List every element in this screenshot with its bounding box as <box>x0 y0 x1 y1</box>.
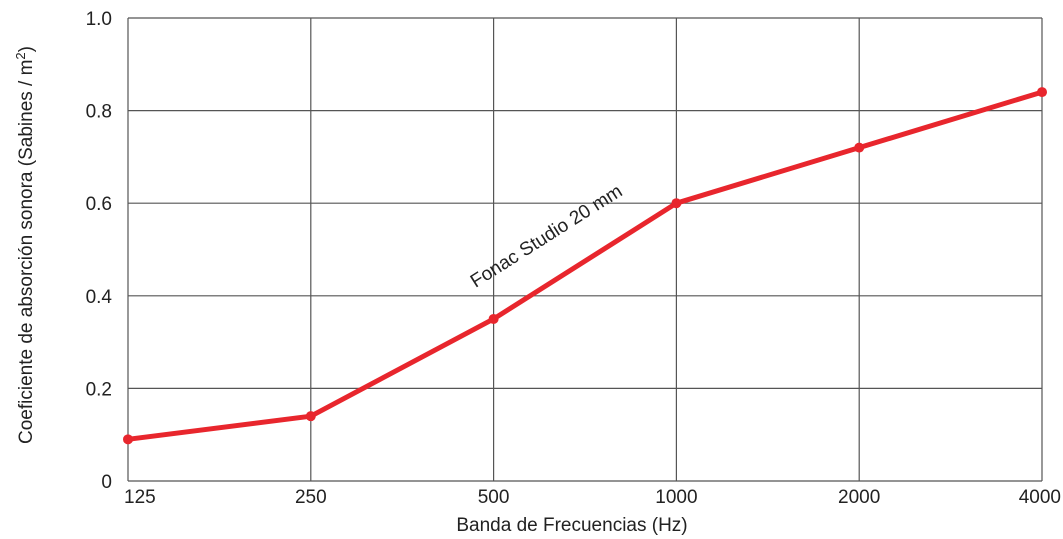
y-tick-label: 0.8 <box>86 102 112 123</box>
data-point <box>123 434 133 445</box>
x-tick-label: 125 <box>124 487 156 508</box>
data-point <box>488 313 499 324</box>
y-tick-label: 1.0 <box>86 9 112 30</box>
chart-series <box>123 87 1047 445</box>
x-tick-label: 1000 <box>655 487 697 508</box>
y-tick-label: 0.6 <box>86 194 112 215</box>
y-axis-label-end: ) <box>16 46 37 52</box>
y-axis-ticks: 0 0.2 0.4 0.6 0.8 1.0 <box>86 9 113 493</box>
y-axis-label: Coeficiente de absorción sonora (Sabines… <box>13 46 38 444</box>
x-tick-label: 4000 <box>1019 487 1061 508</box>
x-axis-label: Banda de Frecuencias (Hz) <box>456 515 687 536</box>
y-tick-label: 0.4 <box>86 287 113 308</box>
y-axis-label-main: Coeficiente de absorción sonora (Sabines… <box>16 60 37 444</box>
series-label: Fonac Studio 20 mm <box>467 181 626 293</box>
y-tick-label: 0 <box>101 472 112 493</box>
x-tick-label: 500 <box>478 487 510 508</box>
chart-grid <box>127 17 1043 482</box>
data-point <box>305 411 316 422</box>
data-point <box>671 198 682 209</box>
y-tick-label: 0.2 <box>86 379 112 400</box>
x-tick-label: 250 <box>295 487 327 508</box>
x-axis-ticks: 125 250 500 1000 2000 4000 <box>124 487 1061 508</box>
y-axis-label-sup: 2 <box>13 52 28 59</box>
data-point <box>854 142 865 153</box>
x-tick-label: 2000 <box>838 487 880 508</box>
series-line <box>125 89 1045 442</box>
data-point <box>1037 87 1047 98</box>
